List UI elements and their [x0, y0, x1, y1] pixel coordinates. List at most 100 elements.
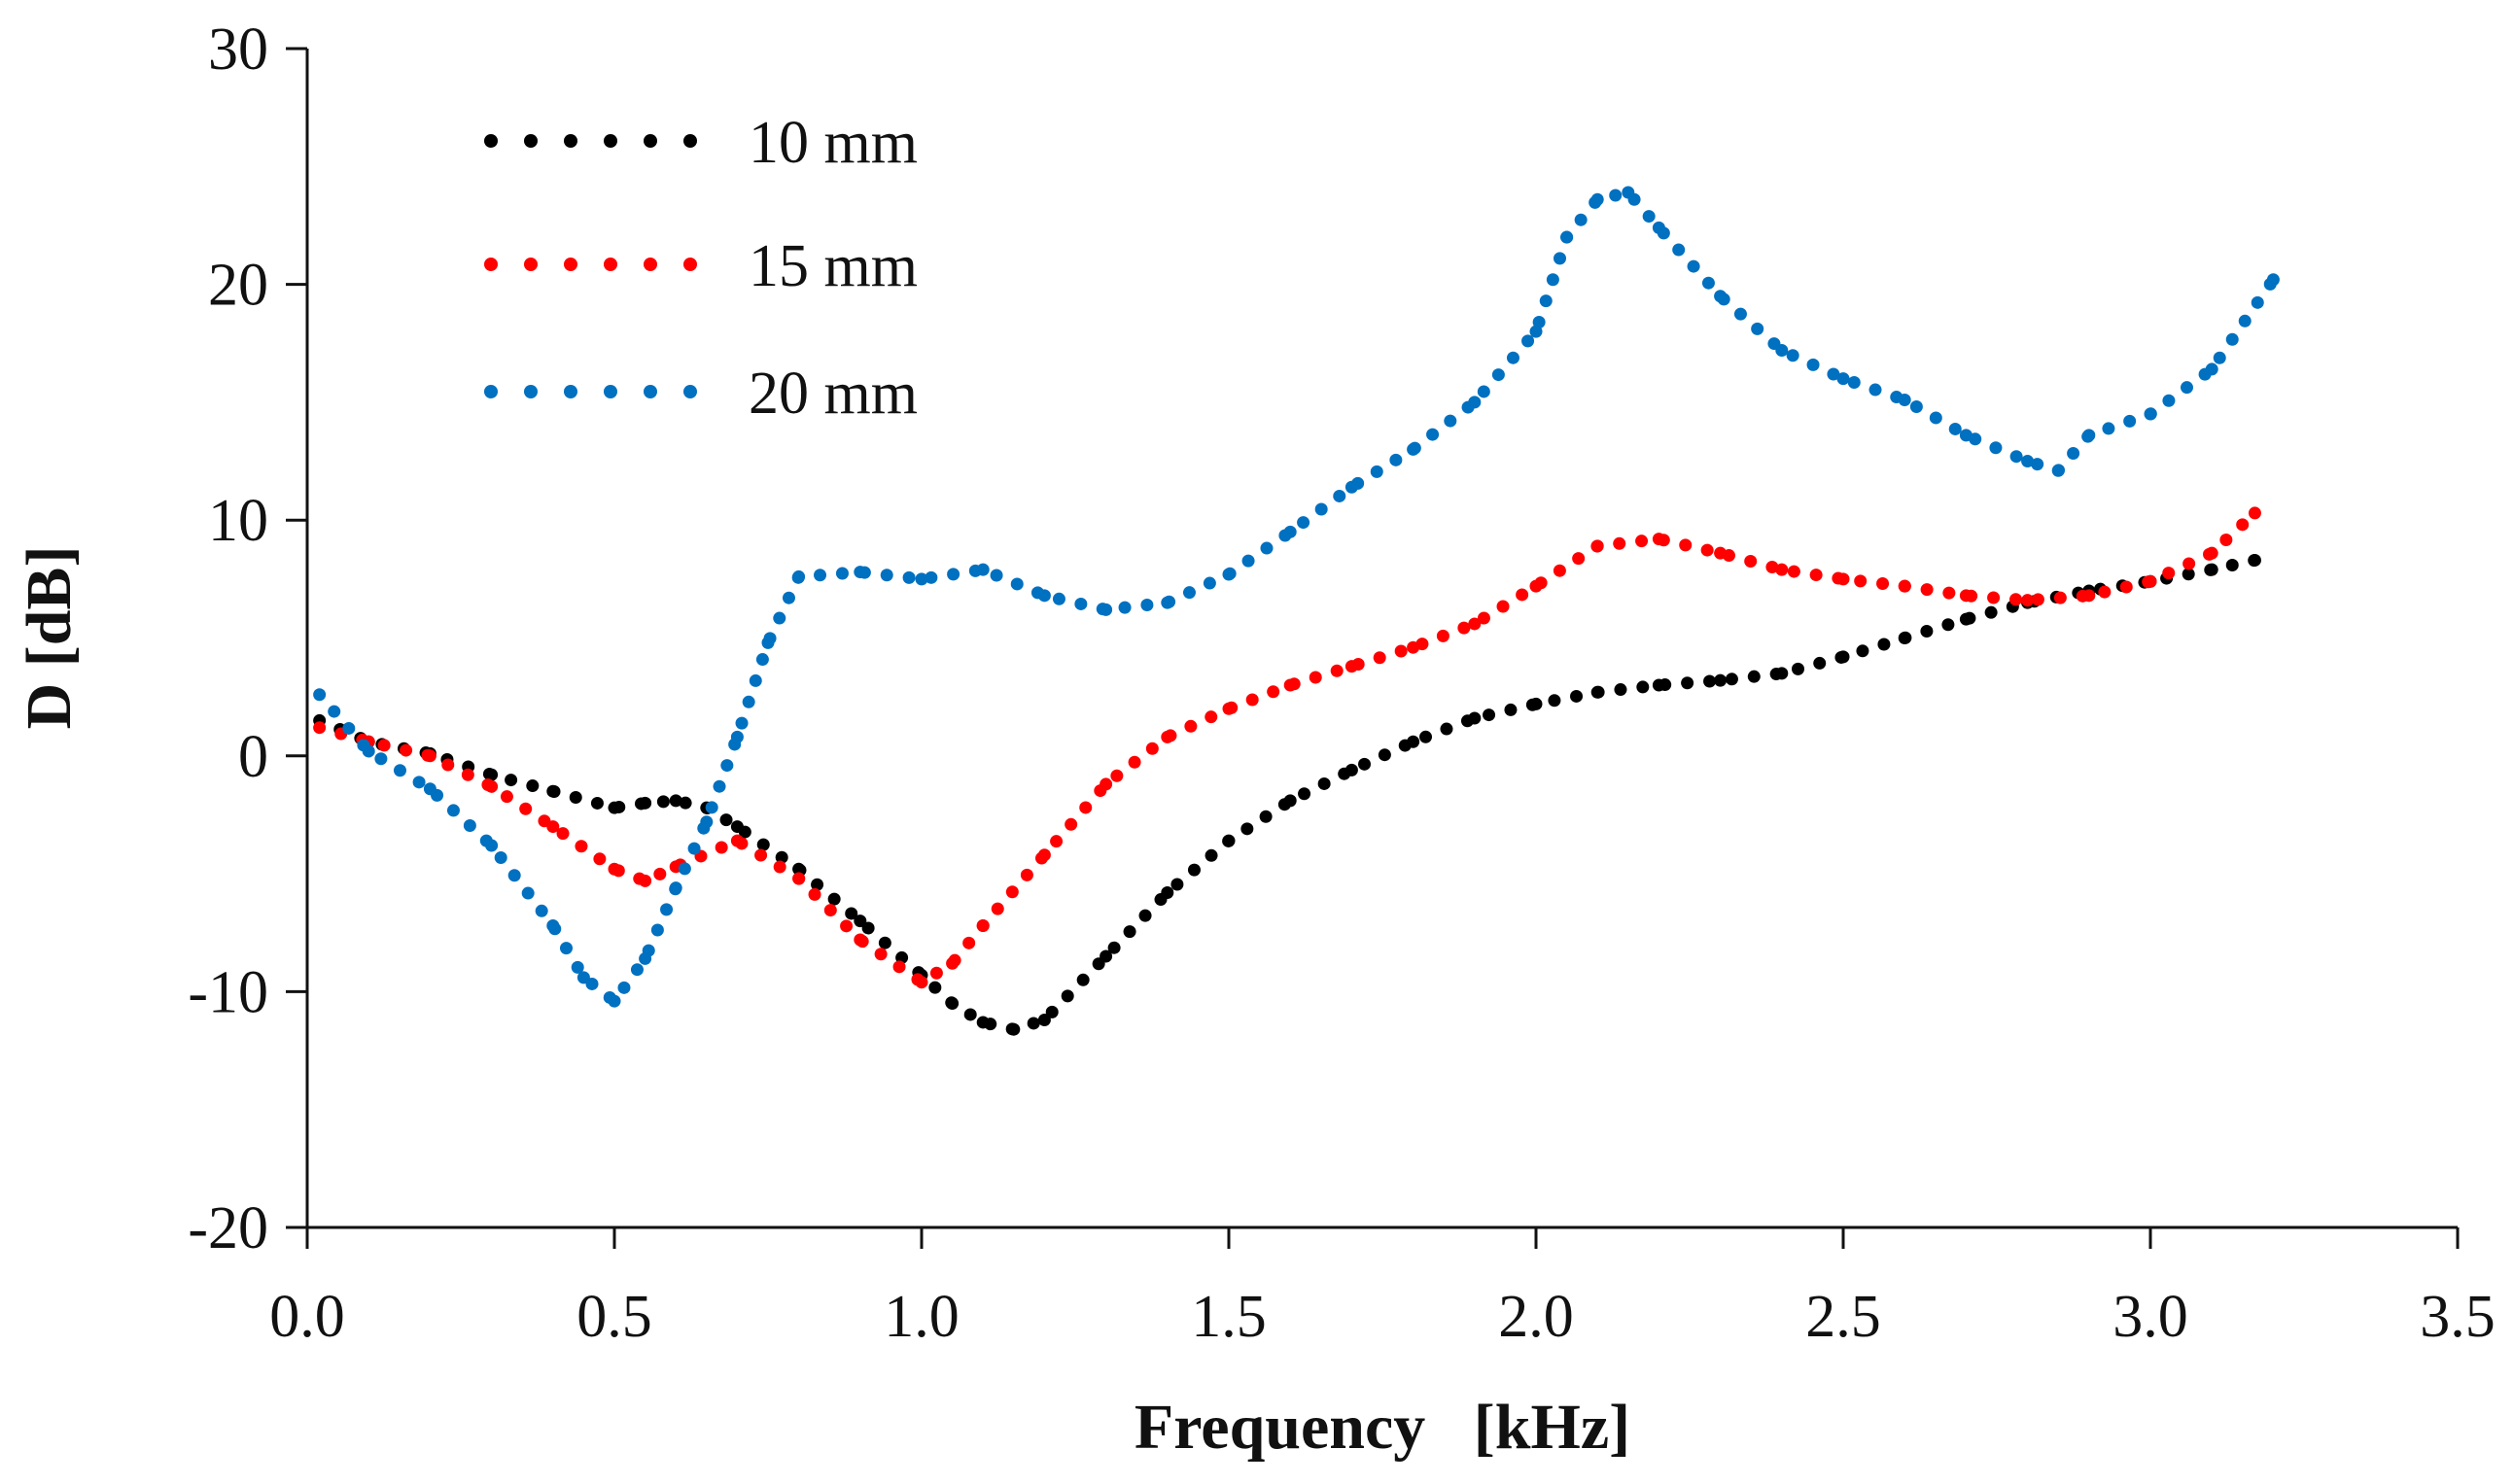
- series-dot: [1389, 453, 1403, 466]
- data-point: [1714, 673, 1728, 687]
- series-dot: [1792, 662, 1805, 675]
- series-dot: [1591, 685, 1605, 699]
- legend: 10 mm 15 mm 20 mm: [484, 110, 918, 427]
- series-dot: [1613, 536, 1626, 550]
- series-dot: [2123, 414, 2137, 428]
- series-dot: [569, 790, 582, 804]
- series-dot: [1203, 576, 1216, 590]
- series-dot: [431, 788, 444, 802]
- series-dot: [1123, 925, 1136, 939]
- series-dot: [991, 902, 1004, 915]
- data-point: [1037, 1014, 1051, 1027]
- legend-label: 10 mm: [749, 110, 918, 176]
- series-dot: [715, 841, 728, 854]
- series-dot: [1010, 577, 1024, 591]
- series-dot: [808, 887, 821, 901]
- series-dot: [2182, 557, 2196, 570]
- series-dot: [823, 904, 837, 917]
- series-dot: [494, 851, 507, 865]
- legend-dot: [564, 258, 577, 271]
- series-dot: [1717, 293, 1730, 306]
- x-tick-label: 3.5: [2420, 1284, 2496, 1350]
- series-dot: [2182, 568, 2195, 581]
- series-dot: [1987, 591, 2001, 604]
- series-dot: [612, 800, 626, 813]
- y-axis-title: D [dB]: [14, 546, 85, 730]
- series-dot: [1574, 213, 1588, 226]
- series-dot: [1241, 554, 1255, 568]
- series-dot: [2119, 580, 2133, 594]
- series-dot: [1504, 703, 1518, 716]
- series-dot: [1020, 868, 1033, 881]
- series-dot: [1787, 565, 1800, 578]
- series-dot: [590, 796, 604, 810]
- series-dot: [1440, 722, 1453, 736]
- series-dot: [2219, 533, 2233, 546]
- series-dot: [1394, 644, 1408, 658]
- series-dot: [1050, 835, 1064, 848]
- x-tick-label: 0.5: [576, 1284, 652, 1350]
- series-dot: [374, 752, 388, 766]
- series-dot: [1338, 767, 1351, 780]
- series-dot: [697, 821, 711, 835]
- series-dot: [1373, 651, 1386, 665]
- series-dot: [507, 869, 521, 882]
- series-dot: [2162, 567, 2176, 580]
- series-dot: [1298, 787, 1311, 801]
- legend-label: 15 mm: [749, 233, 918, 299]
- data-point: [915, 572, 928, 586]
- series-dot: [1553, 564, 1566, 577]
- series-dot: [1767, 337, 1781, 351]
- series-dot: [656, 795, 670, 809]
- series-dot: [1725, 673, 1738, 686]
- series-dot: [2198, 367, 2212, 381]
- series-15-mm: [313, 506, 2261, 989]
- series-dot: [1701, 276, 1715, 290]
- series-dot: [738, 825, 751, 839]
- series-dot: [521, 886, 535, 900]
- series-dot: [1687, 259, 1700, 273]
- legend-dot: [683, 134, 697, 148]
- series-dot: [1847, 376, 1861, 390]
- series-dot: [678, 862, 691, 876]
- series-dot: [1700, 543, 1714, 557]
- series-dot: [535, 904, 548, 917]
- series-dot: [2204, 563, 2217, 576]
- series-dot: [2213, 351, 2226, 364]
- series-dot: [861, 921, 875, 935]
- series-dot: [1942, 586, 1956, 600]
- legend-dot: [604, 258, 617, 271]
- data-point: [2021, 455, 2035, 468]
- y-tick-label: -10: [188, 959, 268, 1025]
- x-tick-label: 1.5: [1191, 1284, 1267, 1350]
- series-dot: [1287, 677, 1301, 691]
- series-dot: [1832, 571, 1845, 585]
- series-dot: [1963, 611, 1976, 625]
- series-dot: [1145, 742, 1159, 755]
- series-dot: [1278, 529, 1292, 542]
- series-dot: [1890, 391, 1903, 404]
- series-dot: [1877, 638, 1891, 651]
- series-dot: [593, 852, 607, 866]
- series-dot: [1899, 631, 1912, 644]
- series-dot: [1570, 689, 1584, 703]
- series-dot: [1205, 710, 1218, 724]
- x-axis-title: Frequency [kHz]: [1135, 1392, 1630, 1463]
- x-tick-label: 1.0: [884, 1284, 960, 1350]
- series-dot: [650, 923, 664, 937]
- series-dot: [1747, 670, 1761, 683]
- series-dot: [1534, 576, 1548, 590]
- legend-item: 10 mm: [484, 110, 918, 176]
- series-dot: [1769, 668, 1783, 681]
- axes: [305, 49, 2458, 1229]
- series-dot: [1333, 489, 1346, 502]
- series-dot: [1548, 694, 1561, 707]
- series-dot: [1317, 777, 1331, 790]
- data-point: [313, 688, 327, 702]
- series-dot: [1516, 588, 1529, 602]
- legend-marker: [484, 134, 697, 148]
- series-dot: [556, 827, 570, 841]
- series-dot: [342, 721, 356, 735]
- series-dot: [611, 864, 625, 878]
